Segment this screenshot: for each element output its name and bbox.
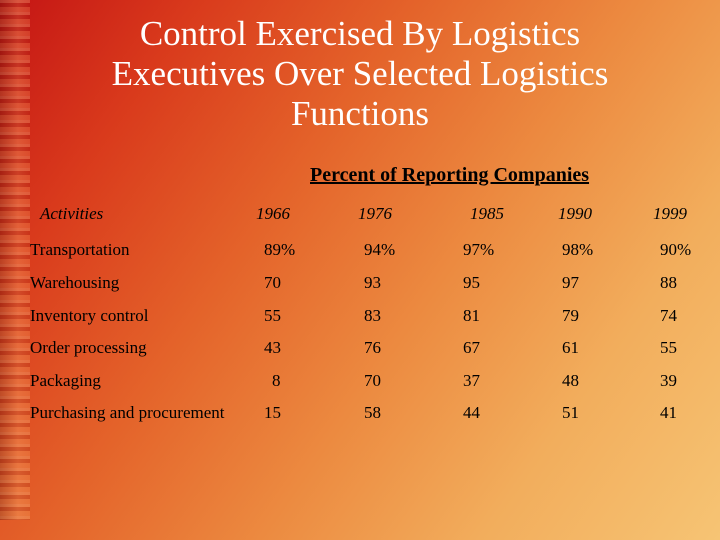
year-header-1990: 1990 [558,204,592,223]
row-label: Inventory control [30,306,149,325]
cell-1990: 98% [562,240,594,259]
year-header-1999: 1999 [653,204,687,223]
cell-1999: 41 [660,403,677,422]
cell-1990: 97 [562,273,579,292]
slide-title: Control Exercised By Logistics Executive… [0,14,720,134]
cell-1966: 8 [272,371,281,390]
table-row-warehousing: Warehousing 70 93 95 97 88 [0,273,720,297]
table-row-inventory-control: Inventory control 55 83 81 79 74 [0,306,720,330]
cell-1976: 83 [364,306,381,325]
cell-1990: 61 [562,338,579,357]
cell-1990: 48 [562,371,579,390]
table-row-purchasing-and-procurement: Purchasing and procurement 15 58 44 51 4… [0,403,720,427]
cell-1999: 74 [660,306,677,325]
decorative-side-shade [0,0,30,520]
cell-1966: 89% [264,240,296,259]
cell-1976: 58 [364,403,381,422]
table-row-order-processing: Order processing 43 76 67 61 55 [0,338,720,362]
cell-1966: 43 [264,338,281,357]
table-subtitle: Percent of Reporting Companies [310,164,590,186]
cell-1966: 15 [264,403,281,422]
cell-1976: 94% [364,240,396,259]
cell-1985: 67 [463,338,480,357]
row-label: Order processing [30,338,147,357]
cell-1999: 90% [660,240,692,259]
row-label: Purchasing and procurement [30,403,225,422]
cell-1966: 70 [264,273,281,292]
cell-1985: 37 [463,371,480,390]
table-row-transportation: Transportation 89% 94% 97% 98% 90% [0,240,720,264]
year-header-1966: 1966 [256,204,290,223]
cell-1976: 70 [364,371,381,390]
cell-1985: 81 [463,306,480,325]
cell-1990: 51 [562,403,579,422]
cell-1999: 55 [660,338,677,357]
decorative-side-strip [0,0,30,520]
title-line-1: Control Exercised By Logistics [139,14,581,53]
cell-1966: 55 [264,306,281,325]
title-line-2: Executives Over Selected Logistics [111,54,609,93]
year-header-1985: 1985 [470,204,504,223]
cell-1976: 76 [364,338,381,357]
cell-1999: 39 [660,371,677,390]
cell-1985: 97% [463,240,495,259]
title-line-3: Functions [290,94,430,133]
cell-1976: 93 [364,273,381,292]
cell-1985: 44 [463,403,480,422]
cell-1985: 95 [463,273,480,292]
row-label: Transportation [30,240,130,259]
row-label: Warehousing [30,273,120,292]
row-label: Packaging [30,371,101,390]
cell-1990: 79 [562,306,579,325]
cell-1999: 88 [660,273,677,292]
activities-header: Activities [40,204,104,223]
table-row-packaging: Packaging 8 70 37 48 39 [0,371,720,395]
year-header-1976: 1976 [358,204,392,223]
